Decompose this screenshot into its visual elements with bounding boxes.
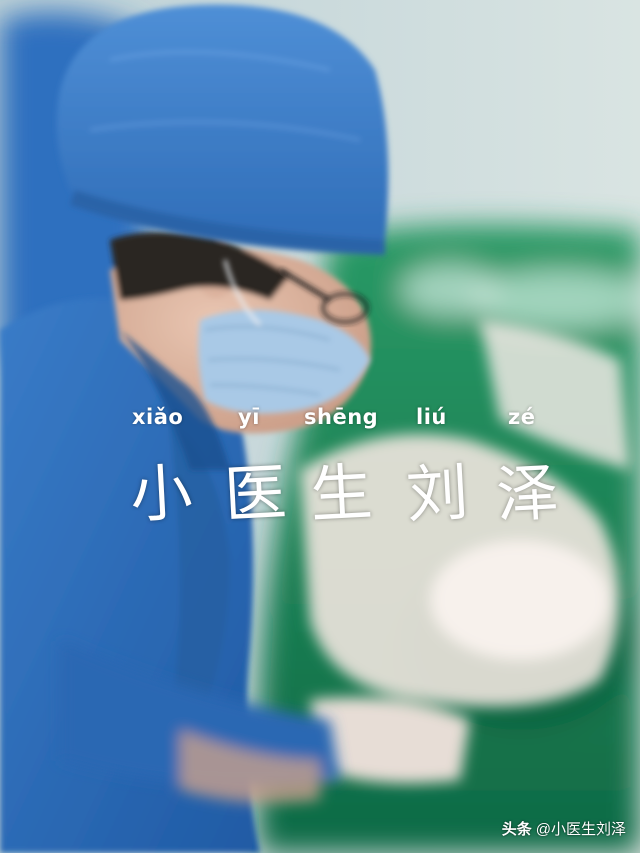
watermark-handle: @小医生刘泽: [535, 821, 626, 838]
pinyin-ze: zé: [508, 405, 536, 429]
pinyin-xiao: xiǎo: [132, 405, 184, 429]
char-liu: 刘: [404, 455, 471, 532]
watermark-brand: 头条: [501, 821, 532, 838]
char-ze: 泽: [494, 455, 561, 532]
title-overlay: xiǎo yī shēng liú zé 小 医 生 刘 泽: [120, 405, 590, 535]
char-xiao: 小: [128, 455, 195, 532]
char-yi: 医: [222, 455, 289, 532]
pinyin-yi: yī: [238, 405, 260, 429]
pinyin-sheng: shēng: [304, 405, 379, 429]
char-sheng: 生: [308, 455, 375, 532]
pinyin-liu: liú: [416, 405, 447, 429]
watermark: 头条 @小医生刘泽: [502, 818, 626, 839]
